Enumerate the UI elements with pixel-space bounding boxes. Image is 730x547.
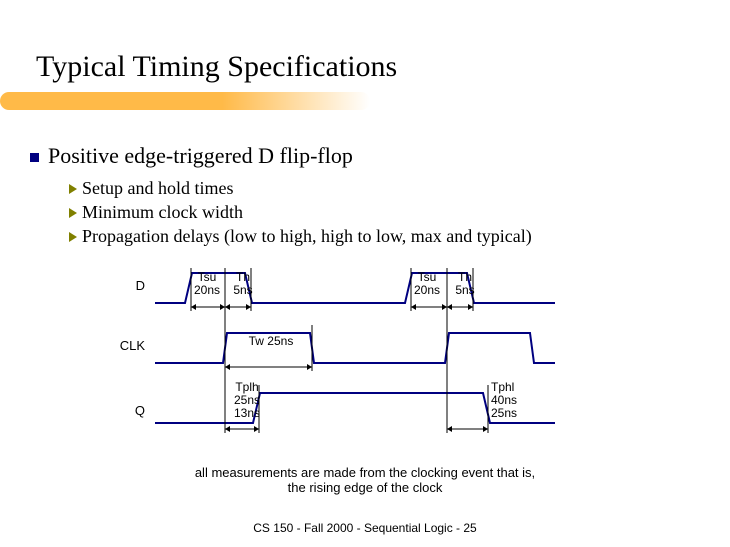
timing-label: Tplh25ns13ns — [227, 381, 267, 420]
signal-label-clk: CLK — [115, 338, 145, 353]
footer: CS 150 - Fall 2000 - Sequential Logic - … — [0, 521, 730, 535]
timing-diagram: D CLK Q Tsu20nsTh5nsTsu20nsTh5nsTw 25nsT… — [155, 263, 635, 453]
main-bullet-text: Positive edge-triggered D flip-flop — [48, 143, 353, 168]
triangle-icon — [69, 184, 77, 194]
triangle-icon — [69, 232, 77, 242]
signal-label-d: D — [115, 278, 145, 293]
title-brush — [0, 92, 370, 110]
sub-bullet-text: Minimum clock width — [82, 202, 243, 222]
slide: Typical Timing Specifications Positive e… — [0, 0, 730, 547]
slide-title: Typical Timing Specifications — [36, 50, 397, 84]
caption: all measurements are made from the clock… — [0, 465, 730, 495]
triangle-icon — [69, 208, 77, 218]
signal-label-q: Q — [115, 403, 145, 418]
sub-bullet-text: Setup and hold times — [82, 178, 234, 198]
timing-label: Tphl40ns25ns — [491, 381, 531, 420]
timing-svg — [155, 263, 635, 453]
sub-bullet-text: Propagation delays (low to high, high to… — [82, 226, 532, 246]
sub-bullet: Setup and hold times — [82, 178, 234, 199]
timing-label: Tw 25ns — [241, 335, 301, 348]
timing-label: Th5ns — [228, 271, 258, 297]
main-bullet: Positive edge-triggered D flip-flop — [48, 143, 353, 169]
sub-bullet: Minimum clock width — [82, 202, 243, 223]
square-icon — [30, 153, 39, 162]
timing-label: Tsu20ns — [189, 271, 225, 297]
timing-label: Th5ns — [450, 271, 480, 297]
timing-label: Tsu20ns — [409, 271, 445, 297]
sub-bullet: Propagation delays (low to high, high to… — [82, 226, 532, 247]
